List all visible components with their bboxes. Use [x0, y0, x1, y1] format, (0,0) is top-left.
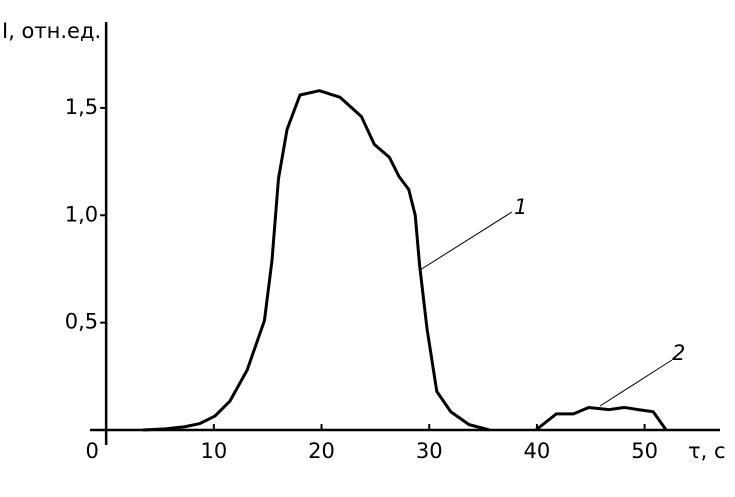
y-tick-label: 1,5	[65, 95, 98, 119]
y-tick-label: 0,5	[65, 310, 98, 334]
x-tick-label: 20	[308, 439, 335, 463]
x-tick-label: 30	[416, 439, 443, 463]
x-axis-label: τ, с	[688, 439, 726, 463]
x-tick-label: 50	[631, 439, 658, 463]
y-axis-label: I, отн.ед.	[2, 19, 101, 43]
line-series	[534, 405, 668, 432]
x-tick-label: 40	[524, 439, 551, 463]
y-tick-label: 1,0	[65, 202, 98, 226]
leader-line	[599, 359, 673, 407]
line-series	[142, 89, 490, 432]
series-label: 2	[672, 341, 685, 365]
x-tick-label: 0	[85, 439, 98, 463]
x-tick-label: 10	[200, 439, 227, 463]
leader-line	[419, 211, 513, 271]
series-label: 1	[514, 195, 527, 219]
